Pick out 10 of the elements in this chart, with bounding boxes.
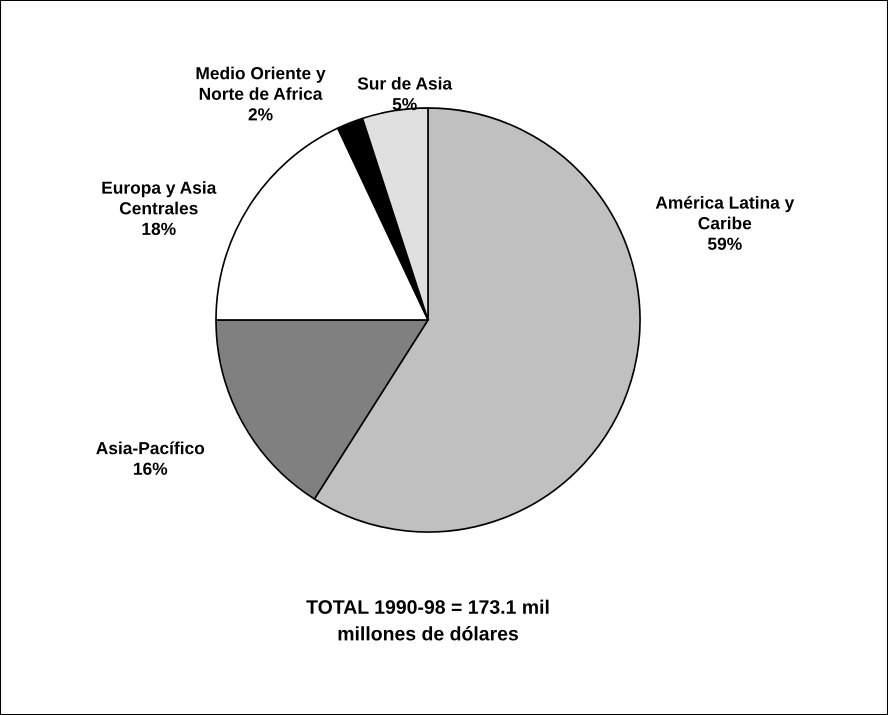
data-label: 16%	[134, 462, 168, 475]
data-label: 59%	[708, 238, 742, 250]
data-label: 2%	[248, 108, 273, 120]
data-label: 18%	[142, 222, 176, 236]
slice-label: Sur de Asia	[358, 76, 452, 90]
slice-label: Asia-Pacífico	[96, 441, 204, 454]
slice-label: América Latina y Caribe	[656, 196, 794, 230]
slice-label: Medio Oriente y Norte de Africa	[196, 66, 326, 100]
slice-label: Europa y Asia Centrales	[102, 181, 216, 214]
text: TOTAL 1990-98 = 173.1 mil millones de dólares	[306, 600, 549, 641]
